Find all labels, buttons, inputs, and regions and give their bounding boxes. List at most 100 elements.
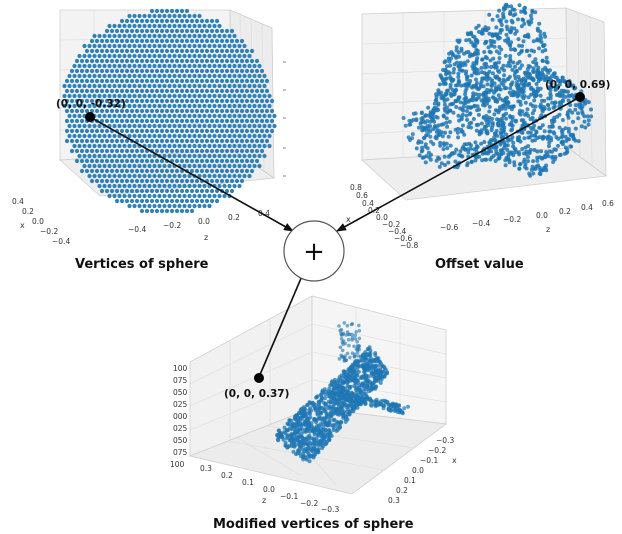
sphere-point: [189, 98, 195, 104]
sphere-point: [127, 73, 132, 79]
offset-point: [544, 150, 549, 154]
sphere-point: [172, 33, 177, 39]
sphere-point: [189, 28, 195, 34]
offset-point: [520, 90, 525, 95]
offset-point: [436, 101, 441, 106]
sphere-point: [257, 73, 262, 79]
sphere-point: [167, 103, 172, 109]
sphere-point: [262, 123, 267, 129]
sphere-point: [172, 73, 177, 79]
sphere-point: [142, 43, 147, 49]
sphere-point: [214, 18, 220, 24]
sphere-point: [192, 53, 197, 59]
offset-to-sum-arrow: [336, 96, 581, 232]
sphere-point: [172, 43, 177, 49]
sphere-point: [184, 178, 190, 184]
sphere-point: [222, 193, 227, 199]
sphere-point: [224, 108, 230, 114]
offset-point: [439, 90, 443, 95]
sphere-point: [192, 13, 197, 19]
sphere-point: [149, 18, 155, 24]
modified-x-ticks: −0.3 −0.2 −0.1 0.0 0.1 0.2 0.3 x: [388, 436, 457, 505]
sphere-point: [94, 148, 100, 154]
offset-point: [491, 95, 496, 100]
offset-point: [464, 113, 469, 118]
modified-point: [315, 450, 320, 455]
sphere-point: [147, 163, 152, 169]
sphere-point: [172, 13, 177, 19]
sphere-point: [152, 43, 157, 49]
sphere-point: [202, 33, 207, 39]
modified-point: [336, 384, 341, 389]
sphere-point: [149, 138, 155, 144]
sphere-point: [154, 128, 160, 134]
sphere-point: [249, 128, 255, 134]
sphere-point: [254, 158, 260, 164]
sphere-point: [77, 53, 82, 59]
offset-point: [548, 93, 553, 98]
offset-point: [499, 47, 504, 52]
offset-point: [460, 68, 465, 73]
sphere-point: [104, 168, 110, 174]
modified-point: [394, 403, 399, 407]
sphere-point: [254, 148, 260, 154]
sphere-point: [202, 123, 207, 129]
offset-point: [508, 86, 513, 91]
sphere-point: [74, 78, 80, 84]
sphere-point: [172, 133, 177, 139]
offset-point: [455, 130, 460, 135]
sphere-x-tick: −0.2: [40, 227, 58, 236]
sphere-point: [92, 163, 97, 169]
offset-point: [429, 152, 433, 157]
sphere-point: [232, 153, 237, 159]
sphere-point: [242, 103, 247, 109]
sphere-point: [84, 48, 90, 54]
modified-point: [290, 437, 295, 441]
modified-y-tick: 100: [173, 364, 188, 373]
sphere-point: [114, 178, 120, 184]
sphere-point: [219, 68, 225, 74]
sphere-point: [239, 68, 245, 74]
offset-point: [440, 134, 445, 139]
offset-point: [512, 163, 517, 168]
sphere-point: [142, 113, 147, 119]
sphere-point: [112, 83, 117, 89]
sphere-point: [154, 58, 160, 64]
sphere-point: [202, 143, 207, 149]
sphere-point: [192, 143, 197, 149]
sphere-point: [192, 73, 197, 79]
modified-point: [341, 379, 346, 384]
sphere-point: [139, 28, 145, 34]
sphere-point: [89, 48, 95, 54]
modified-point: [356, 354, 361, 358]
sphere-point: [104, 188, 110, 194]
modified-point: [337, 357, 342, 361]
sphere-point: [212, 163, 217, 169]
sphere-point: [269, 98, 275, 104]
offset-point: [510, 67, 515, 72]
sphere-point: [147, 133, 152, 139]
offset-point: [538, 168, 543, 172]
sphere-point: [232, 103, 237, 109]
sphere-point: [154, 18, 160, 24]
sphere-point: [114, 168, 120, 174]
sphere-point: [184, 128, 190, 134]
sphere-point: [129, 78, 135, 84]
sphere-point: [82, 163, 87, 169]
offset-point: [499, 66, 504, 71]
modified-point: [351, 405, 356, 410]
offset-point: [486, 45, 491, 50]
sphere-point: [247, 53, 252, 59]
sphere-point: [97, 83, 102, 89]
sphere-point: [142, 53, 147, 59]
sphere-point: [119, 138, 125, 144]
offset-point: [512, 73, 517, 78]
offset-point: [571, 119, 575, 124]
sphere-point: [219, 58, 225, 64]
sphere-point: [242, 53, 247, 59]
sphere-point: [109, 118, 115, 124]
sphere-point: [149, 38, 155, 44]
sphere-point: [127, 123, 132, 129]
sphere-point: [114, 148, 120, 154]
sphere-point: [139, 48, 145, 54]
